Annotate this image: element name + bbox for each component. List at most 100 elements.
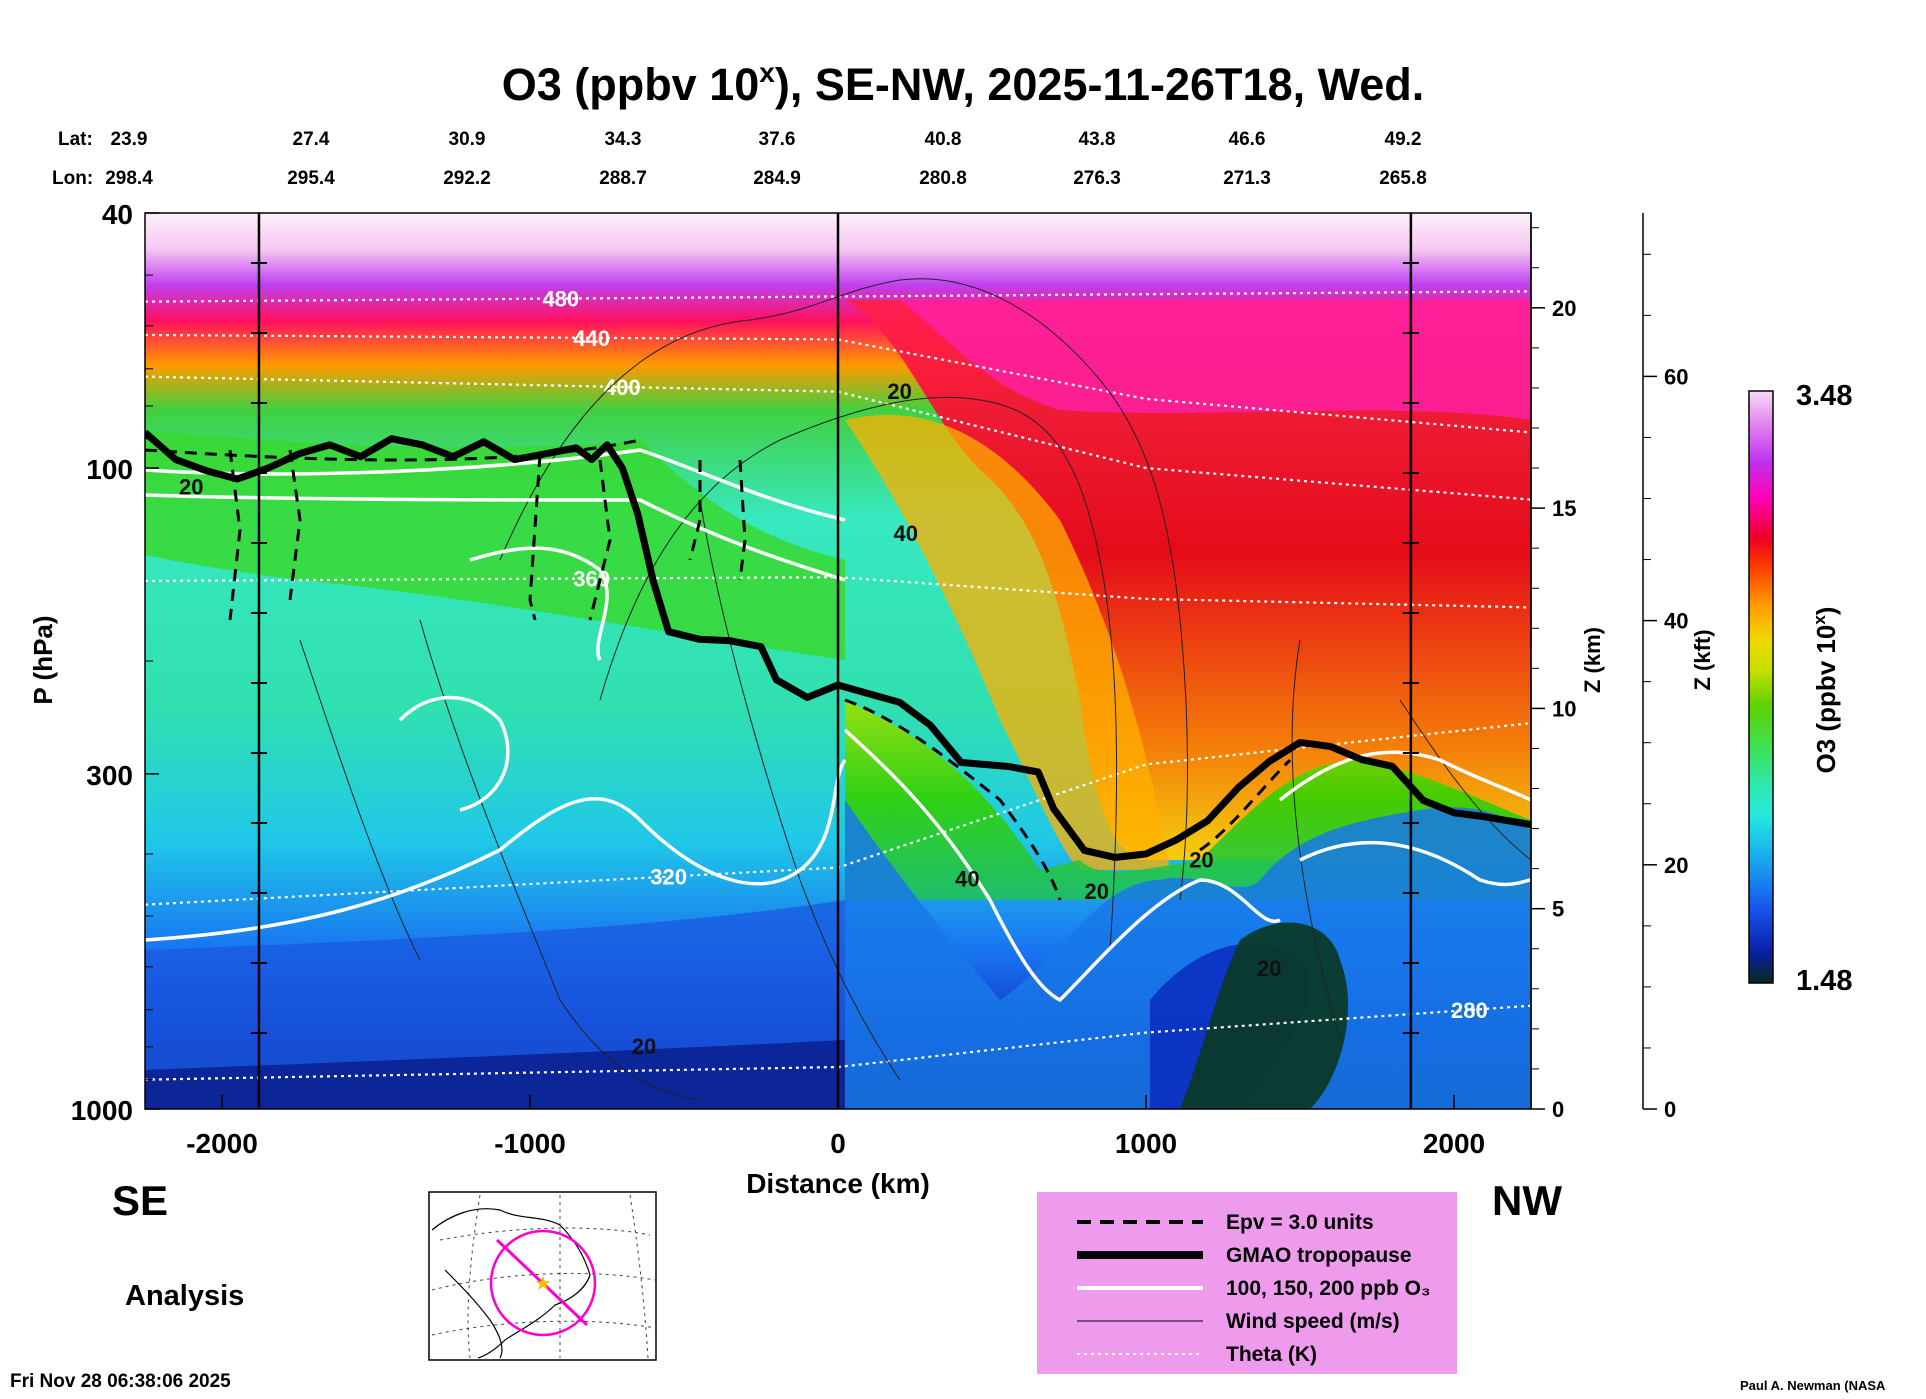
theta-label: 400 <box>604 375 641 400</box>
z-km-tick-label: 15 <box>1552 496 1576 521</box>
colorbar-bar <box>1748 390 1774 984</box>
ozone-ppb-contours <box>145 448 1531 1003</box>
epv-contour <box>588 459 612 621</box>
epv-contours <box>145 438 1292 901</box>
legend: Epv = 3.0 units GMAO tropopause 100, 150, … <box>1037 1192 1457 1374</box>
ozone-magenta-region-nw <box>900 300 1531 420</box>
o3-contour-white <box>145 493 846 582</box>
axes: -2000 -1000 0 1000 2000 40 100 300 1000 0 5 10 15 20 0… <box>71 199 1689 1159</box>
wind-contour-label: 20 <box>1084 879 1108 904</box>
lat-value: 34.3 <box>605 129 642 150</box>
z-km-axis-title: Z (km) <box>1580 627 1605 693</box>
theta-contour-320 <box>145 722 1531 906</box>
lat-value: 37.6 <box>759 129 796 150</box>
theta-label: 280 <box>1451 998 1488 1023</box>
lon-value: 298.4 <box>105 168 153 189</box>
legend-label: GMAO tropopause <box>1226 1244 1412 1267</box>
gmao-tropopause-line <box>145 429 1531 861</box>
legend-label: Theta (K) <box>1226 1343 1317 1366</box>
wind-contour-label: 40 <box>955 867 979 892</box>
lat-value: 46.6 <box>1229 129 1266 150</box>
analysis-label: Analysis <box>125 1280 244 1312</box>
wind-contour-label: 20 <box>887 379 911 404</box>
lon-label: Lon: <box>52 168 93 189</box>
map-gridline <box>439 1227 651 1241</box>
wind-contour-label: 20 <box>1257 956 1281 981</box>
colorbar: 3.48 1.48 O3 (ppbv 10x) <box>1748 380 1852 997</box>
map-coastline <box>444 1269 503 1359</box>
theta-contour-360 <box>145 576 1531 609</box>
o3-contour-white <box>843 728 1281 1003</box>
lat-lon-header: Lat: Lon: 23.9 27.4 30.9 34.3 37.6 40.8 43.8 46… <box>52 129 1427 189</box>
section-line <box>495 1238 589 1327</box>
section-circle <box>489 1229 597 1337</box>
lat-value: 30.9 <box>449 129 486 150</box>
lon-value: 271.3 <box>1223 168 1271 189</box>
ozone-deep-low-se <box>145 1040 845 1109</box>
z-km-tick-label: 0 <box>1552 1097 1564 1122</box>
ozone-green-band-se <box>145 430 845 660</box>
lon-value: 280.8 <box>919 168 967 189</box>
lat-value: 23.9 <box>111 129 148 150</box>
wind-contour <box>1291 639 1341 1041</box>
nw-direction-label: NW <box>1492 1177 1562 1224</box>
lon-value: 288.7 <box>599 168 647 189</box>
o3-contour-white <box>1278 750 1531 802</box>
y-axis-title: P (hPa) <box>28 615 58 704</box>
colorbar-title: O3 (ppbv 10x) <box>1810 607 1841 774</box>
theta-contour-440 <box>145 333 1531 434</box>
legend-label: Epv = 3.0 units <box>1226 1211 1374 1234</box>
o3-contour-white <box>469 546 609 661</box>
lat-value: 27.4 <box>293 129 330 150</box>
epv-contour <box>1199 758 1292 852</box>
wind-contour <box>499 278 1188 901</box>
x-tick-label: -1000 <box>494 1128 566 1159</box>
lon-value: 284.9 <box>753 168 801 189</box>
epv-contour <box>738 459 747 581</box>
wind-contour <box>1399 699 1531 861</box>
map-gridline <box>467 1194 481 1359</box>
x-axis-title: Distance (km) <box>746 1168 930 1199</box>
map-coastline <box>431 1208 591 1359</box>
colorbar-min-label: 1.48 <box>1796 965 1852 997</box>
contour-labels: 20 40 20 40 20 20 20 20 <box>179 379 1281 1059</box>
z-kft-tick-label: 20 <box>1664 853 1688 878</box>
wind-contour <box>299 639 421 961</box>
wind-contour-label: 20 <box>632 1034 656 1059</box>
y-tick-label: 300 <box>86 760 133 791</box>
lat-value: 49.2 <box>1385 129 1422 150</box>
x-tick-label: 2000 <box>1423 1128 1485 1159</box>
map-gridline <box>629 1194 649 1359</box>
y-tick-label: 1000 <box>71 1095 133 1126</box>
ozone-fold-region <box>845 414 1170 870</box>
inset-map: ★ <box>428 1191 657 1361</box>
legend-label: 100, 150, 200 ppb O₃ <box>1226 1277 1431 1300</box>
theta-contour-280 <box>145 1004 1531 1081</box>
lat-label: Lat: <box>58 129 93 150</box>
theta-label: 440 <box>573 326 610 351</box>
x-tick-label: -2000 <box>186 1128 258 1159</box>
lon-value: 295.4 <box>287 168 335 189</box>
z-kft-tick-label: 40 <box>1664 609 1688 634</box>
o3-contour-white <box>398 695 510 812</box>
legend-label: Wind speed (m/s) <box>1226 1310 1400 1333</box>
wind-contour-label: 20 <box>179 475 203 500</box>
epv-contour <box>145 438 641 462</box>
wind-contour-label: 20 <box>1189 848 1213 873</box>
lon-value: 265.8 <box>1379 168 1427 189</box>
wind-contour <box>419 619 701 1101</box>
z-km-tick-label: 5 <box>1552 897 1564 922</box>
section-vertical-lines <box>250 213 1419 1109</box>
timestamp: Fri Nov 28 06:38:06 2025 <box>10 1371 231 1392</box>
epv-contour <box>528 454 542 621</box>
z-kft-tick-label: 0 <box>1664 1097 1676 1122</box>
wind-contour <box>699 499 901 1081</box>
x-tick-label: 0 <box>830 1128 846 1159</box>
lon-value: 276.3 <box>1073 168 1121 189</box>
wind-speed-contours <box>299 278 1531 1101</box>
se-direction-label: SE <box>112 1177 168 1224</box>
wind-contour-label: 40 <box>894 521 918 546</box>
theta-label: 320 <box>650 865 687 890</box>
